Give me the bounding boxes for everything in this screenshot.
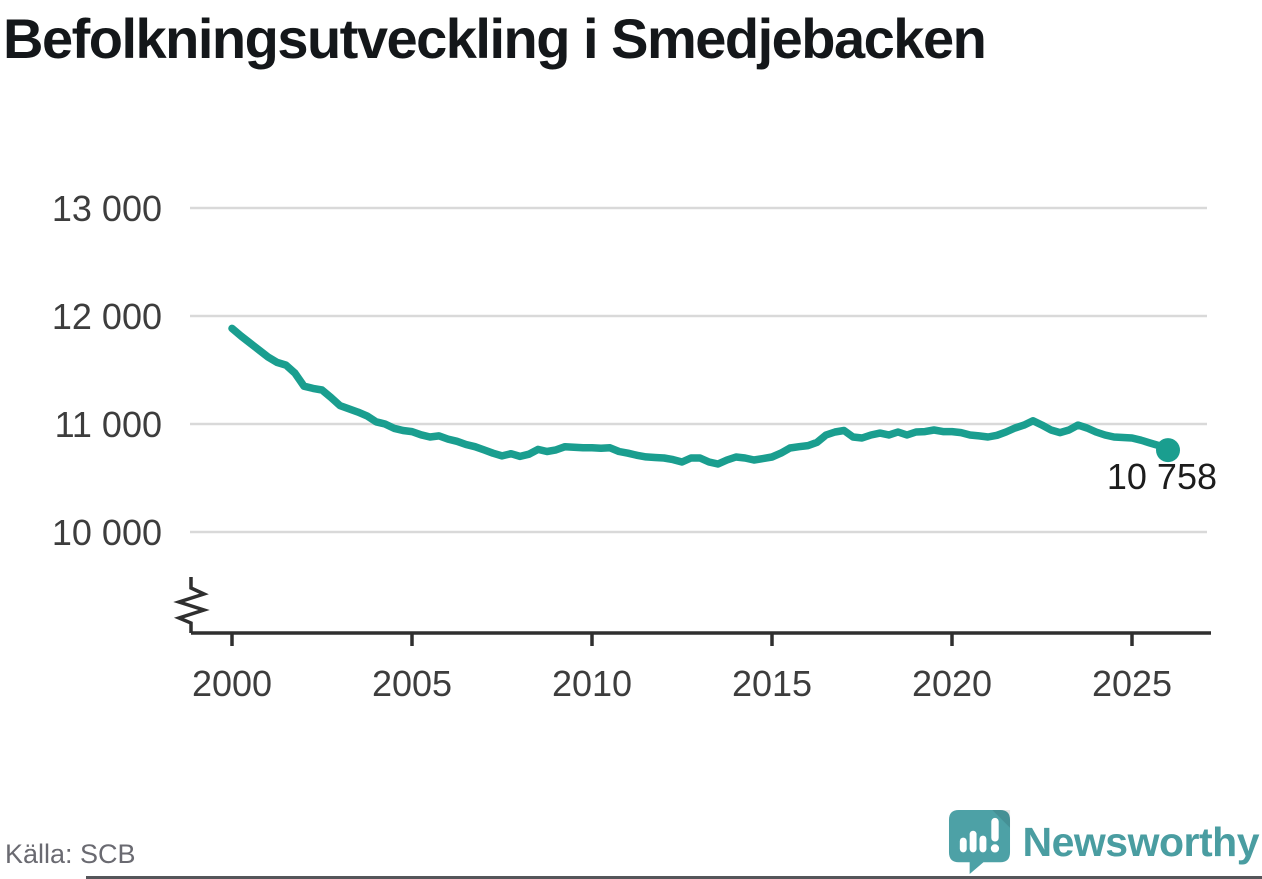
axis-break-icon [173, 577, 210, 633]
latest-point-marker [1156, 438, 1180, 463]
x-axis-label: 2000 [192, 663, 272, 704]
y-axis-label: 12 000 [52, 296, 162, 337]
y-axis-label: 10 000 [52, 512, 162, 553]
population-line [228, 324, 1172, 468]
x-axis-label: 2005 [372, 663, 452, 704]
x-axis-label: 2025 [1092, 663, 1172, 704]
x-axis-label: 2010 [552, 663, 632, 704]
gridlines [190, 206, 1207, 534]
x-axis-labels: 2000 2005 2010 2015 2020 2025 [192, 663, 1172, 704]
x-axis-label: 2015 [732, 663, 812, 704]
branding: Newsworthy [948, 809, 1260, 876]
y-axis-labels: 13 000 12 000 11 000 10 000 [52, 188, 162, 553]
x-axis-label: 2020 [912, 663, 992, 704]
y-axis-label: 11 000 [55, 404, 162, 445]
x-axis-ticks [230, 633, 1134, 646]
brand-name: Newsworthy [1022, 819, 1260, 865]
y-axis-label: 13 000 [52, 188, 162, 229]
page-title: Befolkningsutveckling i Smedjebacken [3, 7, 987, 70]
newsworthy-logo-icon [948, 810, 1010, 874]
latest-value-label: 10 758 [1107, 456, 1217, 497]
window-bottom-edge [86, 876, 1262, 879]
source-note: Källa: SCB [5, 839, 136, 869]
